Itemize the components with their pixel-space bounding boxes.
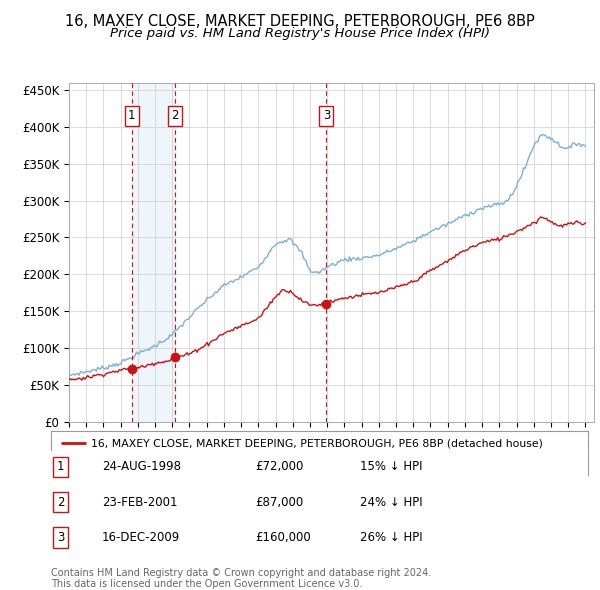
Text: 3: 3 — [323, 109, 330, 122]
Text: Contains HM Land Registry data © Crown copyright and database right 2024.
This d: Contains HM Land Registry data © Crown c… — [51, 568, 431, 589]
Text: £87,000: £87,000 — [255, 496, 304, 509]
Text: 24% ↓ HPI: 24% ↓ HPI — [360, 496, 422, 509]
Text: 15% ↓ HPI: 15% ↓ HPI — [360, 460, 422, 473]
Text: Price paid vs. HM Land Registry's House Price Index (HPI): Price paid vs. HM Land Registry's House … — [110, 27, 490, 40]
Text: 26% ↓ HPI: 26% ↓ HPI — [360, 531, 422, 544]
Text: 2: 2 — [171, 109, 179, 122]
Text: 16, MAXEY CLOSE, MARKET DEEPING, PETERBOROUGH, PE6 8BP (detached house): 16, MAXEY CLOSE, MARKET DEEPING, PETERBO… — [91, 438, 543, 448]
Text: 1: 1 — [128, 109, 136, 122]
Text: 24-AUG-1998: 24-AUG-1998 — [102, 460, 181, 473]
Text: 3: 3 — [57, 531, 64, 544]
Text: 16, MAXEY CLOSE, MARKET DEEPING, PETERBOROUGH, PE6 8BP: 16, MAXEY CLOSE, MARKET DEEPING, PETERBO… — [65, 14, 535, 28]
Text: £160,000: £160,000 — [255, 531, 311, 544]
Text: £72,000: £72,000 — [255, 460, 304, 473]
Text: 1: 1 — [57, 460, 64, 473]
Text: 16-DEC-2009: 16-DEC-2009 — [102, 531, 180, 544]
Text: 23-FEB-2001: 23-FEB-2001 — [102, 496, 178, 509]
Text: 2: 2 — [57, 496, 64, 509]
Bar — [132, 83, 175, 422]
Text: HPI: Average price, detached house, South Kesteven: HPI: Average price, detached house, Sout… — [91, 459, 379, 469]
